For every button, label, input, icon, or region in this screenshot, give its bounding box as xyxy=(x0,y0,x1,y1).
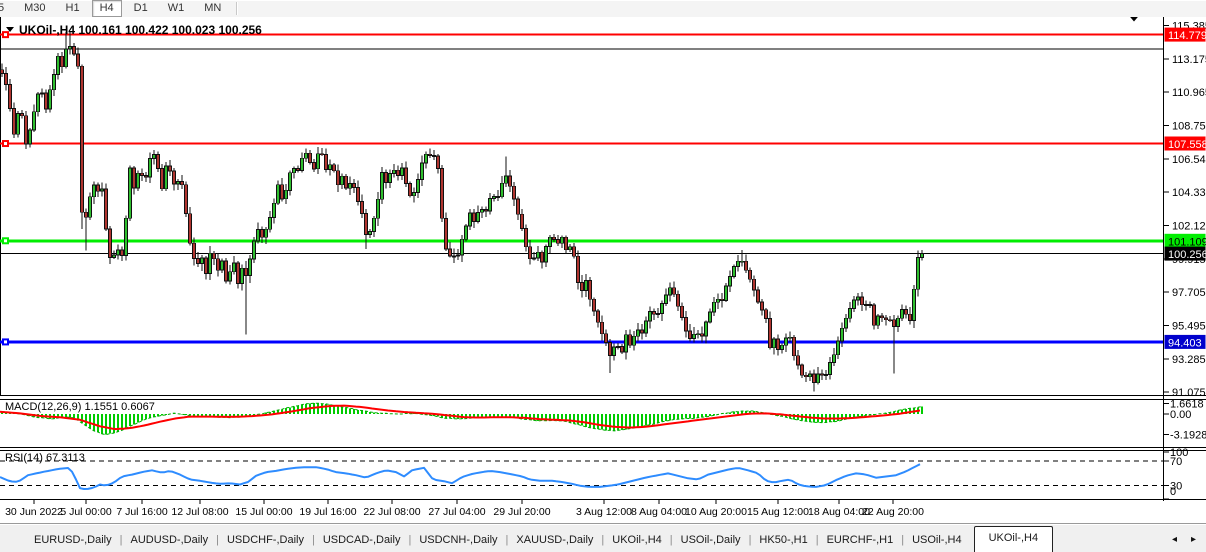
chart-tab-audusd-daily[interactable]: AUDUSD-,Daily xyxy=(124,530,214,552)
svg-text:30 Jun 2022: 30 Jun 2022 xyxy=(5,506,63,518)
tab-separator: | xyxy=(504,530,511,552)
svg-text:-3.1928: -3.1928 xyxy=(1170,430,1206,442)
svg-text:106.545: 106.545 xyxy=(1172,154,1206,166)
tab-separator: | xyxy=(118,530,125,552)
svg-text:97.705: 97.705 xyxy=(1172,287,1206,299)
tab-separator: | xyxy=(310,530,317,552)
chart-header: UKOil-,H4 100.161 100.422 100.023 100.25… xyxy=(6,23,262,37)
timeframe-button-5[interactable]: 5 xyxy=(0,0,12,17)
timeframe-button-d1[interactable]: D1 xyxy=(126,0,156,17)
svg-text:107.558: 107.558 xyxy=(1168,139,1206,151)
svg-text:15 Jul 00:00: 15 Jul 00:00 xyxy=(235,506,292,518)
chart-tab-eurchf-h1[interactable]: EURCHF-,H1 xyxy=(821,530,900,552)
chart-tab-usdcad-daily[interactable]: USDCAD-,Daily xyxy=(317,530,407,552)
chart-tab-eurusd-daily[interactable]: EURUSD-,Daily xyxy=(28,530,118,552)
timeframe-button-m30[interactable]: M30 xyxy=(16,0,53,17)
tab-separator: | xyxy=(406,530,413,552)
chart-canvas[interactable]: 115.385113.175110.965108.755106.545104.3… xyxy=(0,17,1206,523)
chart-tab-bar: EURUSD-,Daily|AUDUSD-,Daily|USDCHF-,Dail… xyxy=(0,523,1206,552)
macd-label: MACD(12,26,9) 1.1551 0.6067 xyxy=(5,401,155,413)
svg-text:0.00: 0.00 xyxy=(1170,409,1191,421)
svg-text:110.965: 110.965 xyxy=(1172,87,1206,99)
svg-text:19 Jul 16:00: 19 Jul 16:00 xyxy=(299,506,356,518)
svg-text:100.256: 100.256 xyxy=(1168,249,1206,261)
chart-tab-ukoil-h4-active[interactable]: UKOil-,H4 xyxy=(974,526,1054,552)
svg-text:29 Jul 20:00: 29 Jul 20:00 xyxy=(493,506,550,518)
svg-text:104.335: 104.335 xyxy=(1172,187,1206,199)
tab-separator: | xyxy=(668,530,675,552)
chart-tab-usdcnh-daily[interactable]: USDCNH-,Daily xyxy=(413,530,503,552)
svg-text:22 Jul 08:00: 22 Jul 08:00 xyxy=(363,506,420,518)
tab-scroll-left-arrow[interactable]: ◂ xyxy=(1172,534,1177,545)
chart-tab-xauusd-daily[interactable]: XAUUSD-,Daily xyxy=(510,530,599,552)
rsi-label: RSI(14) 67.3113 xyxy=(5,452,85,464)
current-price-label-box: 100.256 xyxy=(1165,247,1206,262)
svg-text:3 Aug 12:00: 3 Aug 12:00 xyxy=(576,506,632,518)
svg-text:95.495: 95.495 xyxy=(1172,320,1206,332)
price-label-box-107.558: 107.558 xyxy=(1165,137,1206,152)
svg-text:27 Jul 04:00: 27 Jul 04:00 xyxy=(428,506,485,518)
svg-text:102.125: 102.125 xyxy=(1172,220,1206,232)
tab-separator: | xyxy=(214,530,221,552)
svg-text:5 Jul 00:00: 5 Jul 00:00 xyxy=(60,506,112,518)
chart-tab-usoil-daily[interactable]: USOil-,Daily xyxy=(675,530,747,552)
tab-separator: | xyxy=(899,530,906,552)
price-label-box-101.109: 101.109 xyxy=(1165,234,1206,248)
tab-separator: | xyxy=(747,530,754,552)
svg-text:12 Jul 08:00: 12 Jul 08:00 xyxy=(171,506,228,518)
svg-text:101.109: 101.109 xyxy=(1168,236,1206,248)
svg-text:70: 70 xyxy=(1170,456,1182,468)
timeframe-button-mn[interactable]: MN xyxy=(196,0,229,17)
svg-text:8 Aug 04:00: 8 Aug 04:00 xyxy=(631,506,687,518)
svg-text:93.285: 93.285 xyxy=(1172,354,1206,366)
price-label-box-94.403: 94.403 xyxy=(1165,335,1206,350)
timeframe-button-h1[interactable]: H1 xyxy=(58,0,88,17)
tab-scroll-arrows: ◂▸ xyxy=(1166,534,1206,552)
chart-tab-hk50-h1[interactable]: HK50-,H1 xyxy=(753,530,813,552)
tab-separator: | xyxy=(814,530,821,552)
chart-tab-ukoil-h4[interactable]: UKOil-,H4 xyxy=(606,530,668,552)
svg-text:7 Jul 16:00: 7 Jul 16:00 xyxy=(116,506,168,518)
svg-text:10 Aug 20:00: 10 Aug 20:00 xyxy=(685,506,747,518)
svg-text:22 Aug 20:00: 22 Aug 20:00 xyxy=(862,506,924,518)
timeframe-button-h4[interactable]: H4 xyxy=(92,0,122,17)
svg-text:18 Aug 04:00: 18 Aug 04:00 xyxy=(808,506,870,518)
chart-tab-usoil-h4[interactable]: USOil-,H4 xyxy=(906,530,968,552)
tab-scroll-right-arrow[interactable]: ▸ xyxy=(1191,534,1196,545)
tab-separator: | xyxy=(599,530,606,552)
svg-text:113.175: 113.175 xyxy=(1172,54,1206,66)
svg-text:108.755: 108.755 xyxy=(1172,120,1206,132)
price-label-box-114.779: 114.779 xyxy=(1165,28,1206,43)
svg-text:0: 0 xyxy=(1170,486,1176,498)
svg-text:15 Aug 12:00: 15 Aug 12:00 xyxy=(747,506,809,518)
timeframe-button-w1[interactable]: W1 xyxy=(160,0,193,17)
svg-text:114.779: 114.779 xyxy=(1168,30,1206,42)
svg-text:94.403: 94.403 xyxy=(1168,337,1202,349)
chart-ohlc-readout: UKOil-,H4 100.161 100.422 100.023 100.25… xyxy=(19,23,262,37)
chart-tab-usdchf-daily[interactable]: USDCHF-,Daily xyxy=(221,530,310,552)
toolbar-separator xyxy=(236,2,238,15)
